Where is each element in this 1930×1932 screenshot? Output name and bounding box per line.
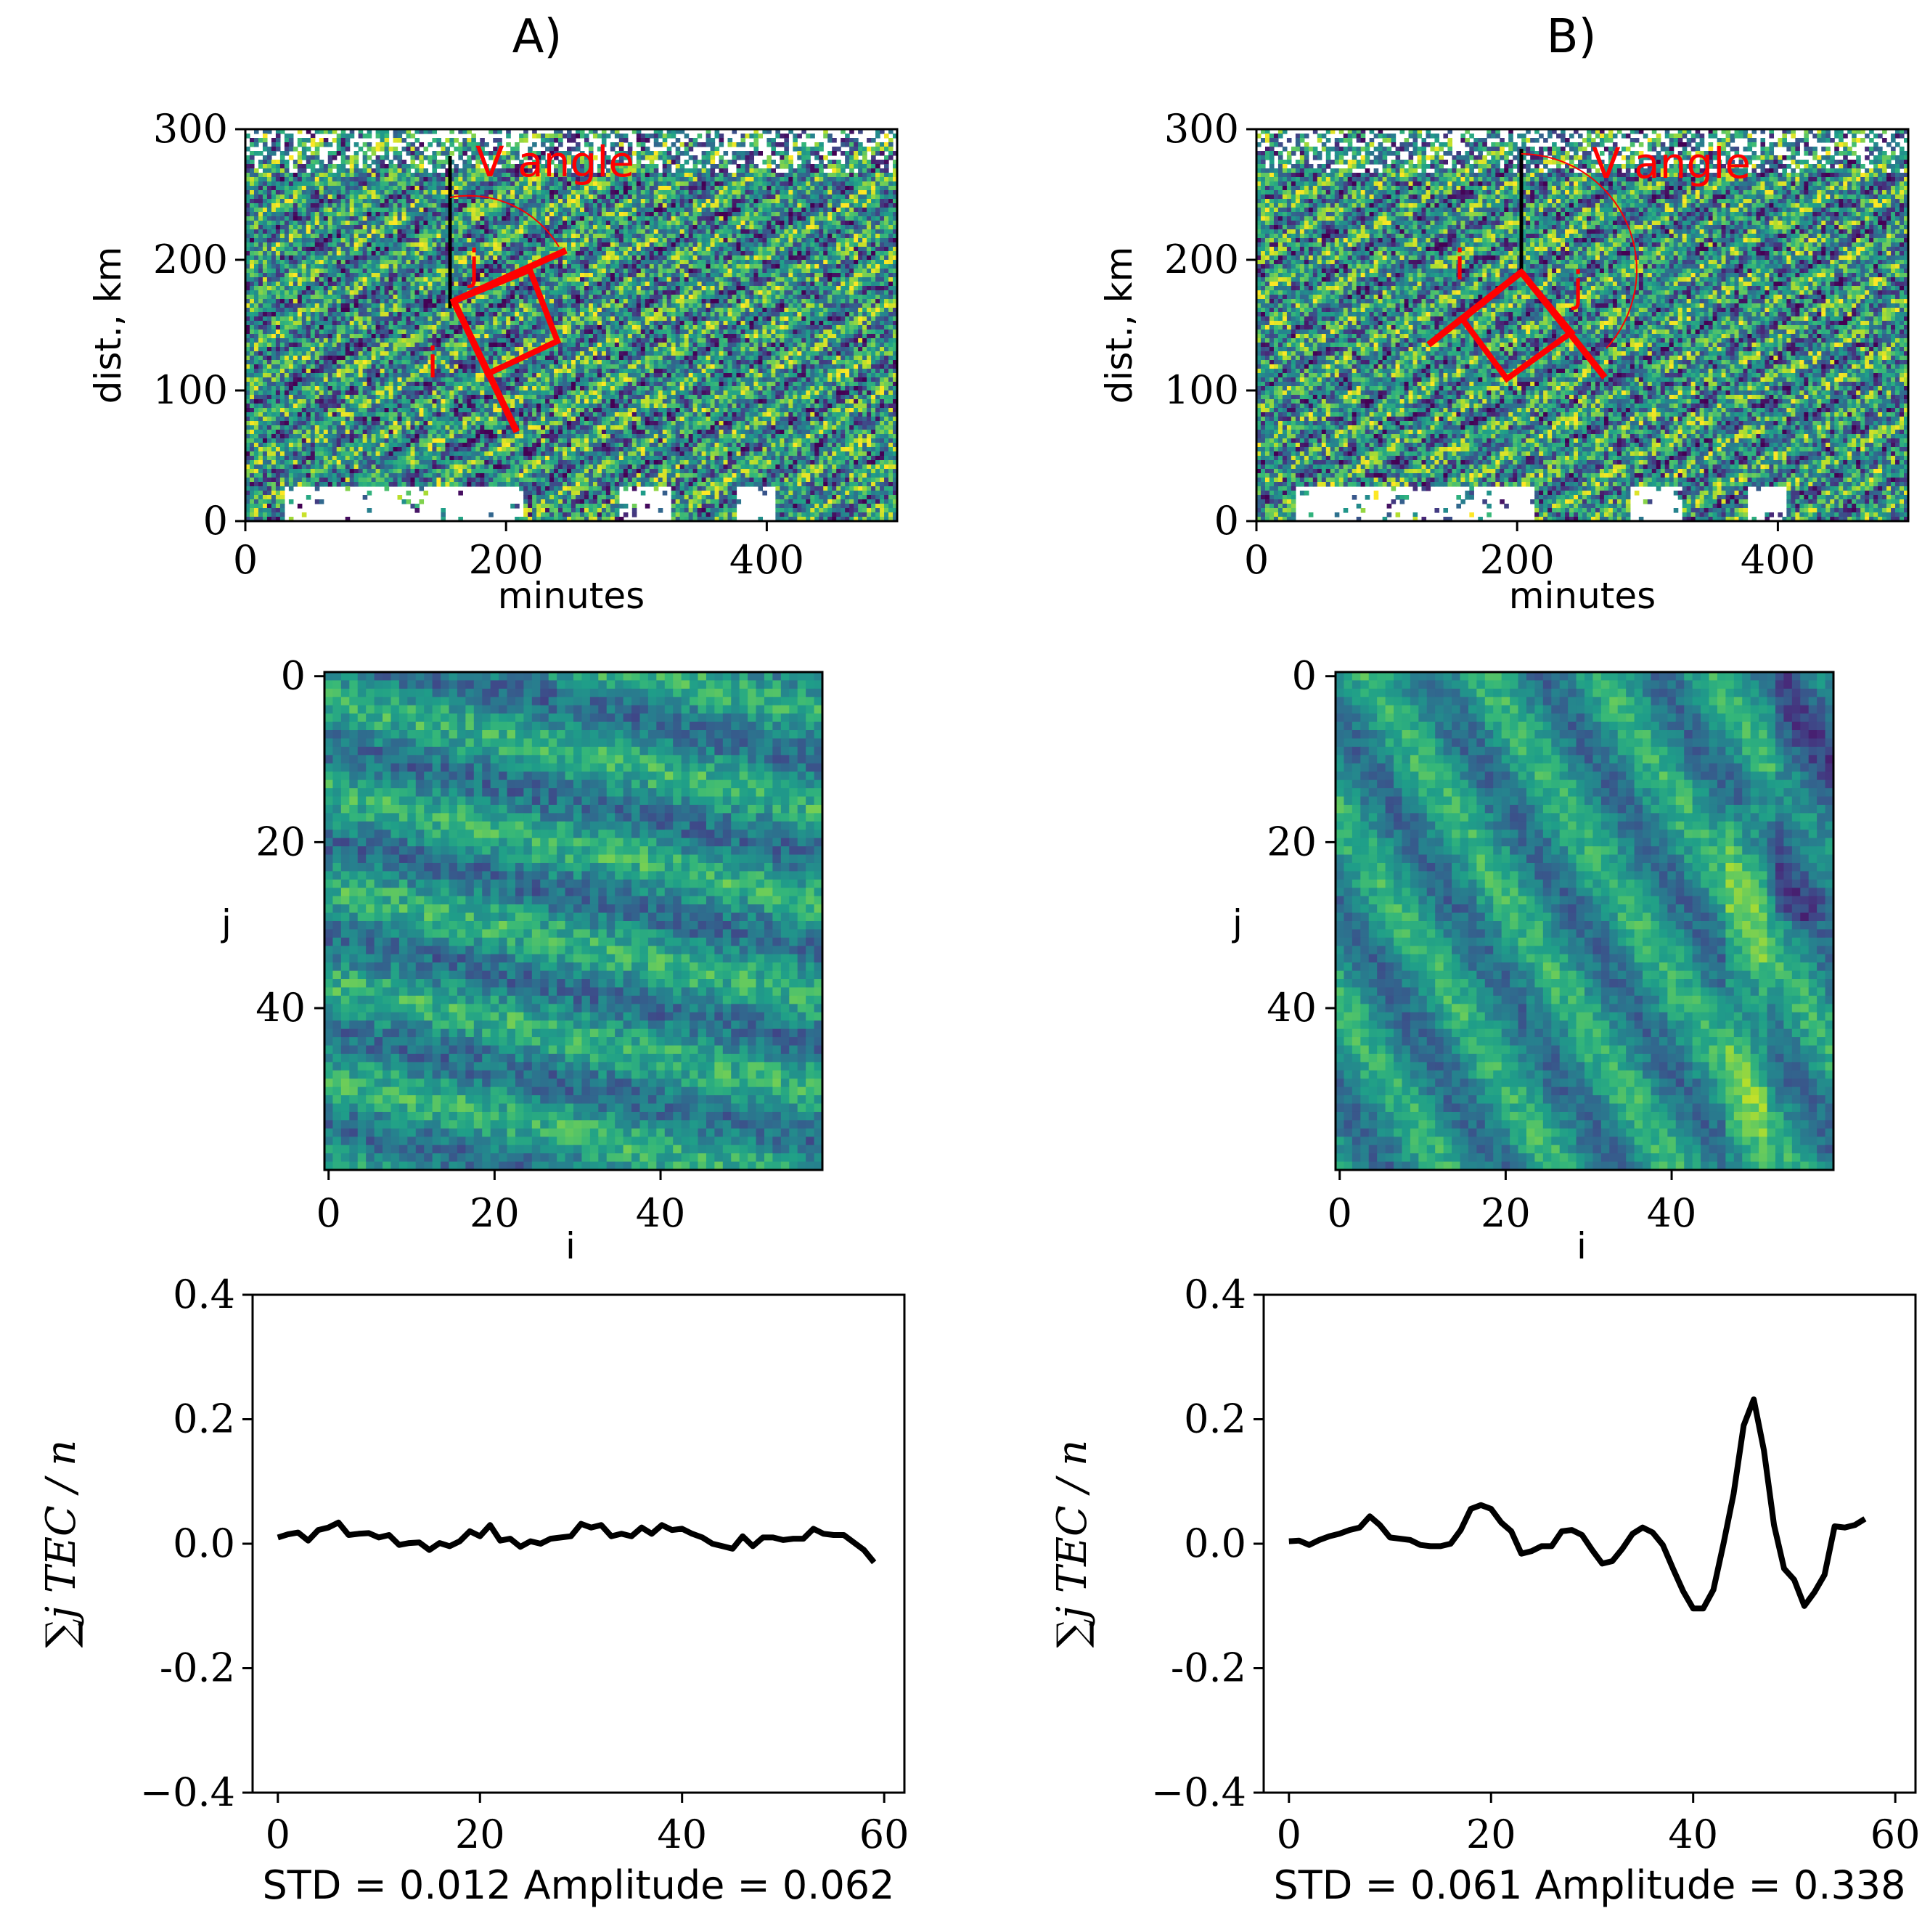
v-angle-label: V angle (1592, 139, 1751, 188)
window-xtick: 20 (470, 1190, 520, 1236)
panel-title-b: B) (1547, 10, 1597, 64)
window-plot: 0 20 40 0 20 40 i j (1232, 653, 1834, 1267)
profile-ylabel-text: ∑j TEC / n (38, 1440, 85, 1648)
figure: A) B) 0 200 4000100200300minutesdist., kmV… (0, 0, 1930, 1932)
window-xtick: 40 (1647, 1190, 1697, 1236)
profile-plot: 0 20 40 60 0.4 0.2 0.0 -0.2 −0.4 ∑j TEC / n STD = … (1049, 1272, 1921, 1908)
profile-ylabel-text: ∑j TEC / n (1049, 1440, 1096, 1648)
profile-ytick: −0.4 (140, 1769, 235, 1815)
heatmap-xtick: 0 (233, 537, 258, 583)
profile-xtick: 0 (266, 1812, 290, 1857)
window-ytick: 40 (1267, 985, 1317, 1031)
heatmap-image (245, 129, 898, 522)
profile-xtick: 20 (1466, 1812, 1516, 1857)
profile-ytick: 0.4 (1184, 1272, 1246, 1317)
window-plot: 0 20 40 0 20 40 i j (221, 653, 823, 1267)
profile-xtick: 40 (1668, 1812, 1718, 1857)
profile-ytick: 0.4 (173, 1272, 235, 1317)
axis-i-label: i (427, 338, 438, 388)
axis-j-label: j (467, 240, 480, 290)
profile-ytick: -0.2 (1171, 1645, 1246, 1691)
profile-line (1289, 1399, 1865, 1608)
window-ylabel: j (221, 902, 232, 944)
heatmap-ytick: 100 (153, 367, 228, 413)
axis-i-label: i (1454, 240, 1465, 290)
profile-frame (253, 1295, 904, 1793)
profile-ytick: −0.4 (1151, 1769, 1246, 1815)
window-image (324, 672, 823, 1171)
profile-ylabel: ∑j TEC / n (38, 1440, 85, 1648)
profile-ytick: 0.2 (1184, 1396, 1246, 1442)
heatmap-ylabel: dist., km (87, 247, 129, 404)
heatmap-ytick: 200 (1164, 237, 1239, 282)
profile-ytick: -0.2 (160, 1645, 235, 1691)
window-ytick: 0 (281, 653, 306, 699)
panel-title-a: A) (512, 10, 563, 64)
axis-j-label: j (1571, 262, 1584, 311)
heatmap-ytick: 0 (1214, 498, 1239, 544)
window-xtick: 0 (1328, 1190, 1352, 1236)
heatmap-xtick: 400 (729, 537, 804, 583)
profile-line (278, 1523, 874, 1563)
window-xlabel: i (565, 1225, 576, 1267)
window-xtick: 20 (1481, 1190, 1531, 1236)
window-xlabel: i (1577, 1225, 1587, 1267)
window-ytick: 0 (1292, 653, 1317, 699)
profile-stat-label: STD = 0.061 Amplitude = 0.338 (1273, 1862, 1905, 1908)
profile-xtick: 20 (455, 1812, 505, 1857)
heatmap-ylabel: dist., km (1098, 247, 1140, 404)
heatmap-image (1256, 129, 1909, 522)
profile-xtick: 0 (1277, 1812, 1301, 1857)
profile-ytick: 0.0 (1184, 1520, 1246, 1566)
profile-xtick: 60 (1870, 1812, 1921, 1857)
profile-xtick: 40 (657, 1812, 707, 1857)
profile-ytick: 0.2 (173, 1396, 235, 1442)
window-xtick: 0 (316, 1190, 341, 1236)
window-ytick: 20 (1267, 819, 1317, 864)
profile-ytick: 0.0 (173, 1520, 235, 1566)
window-image (1336, 672, 1834, 1171)
heatmap-xtick: 0 (1244, 537, 1269, 583)
heatmap-ytick: 0 (203, 498, 228, 544)
heatmap-ytick: 200 (153, 237, 228, 282)
window-xtick: 40 (636, 1190, 686, 1236)
window-ytick: 20 (255, 819, 306, 864)
profile-plot: 0 20 40 60 0.4 0.2 0.0 -0.2 −0.4 ∑j TEC / n STD = … (38, 1272, 909, 1908)
window-ytick: 40 (255, 985, 306, 1031)
heatmap-xlabel: minutes (1509, 575, 1656, 617)
profile-ylabel: ∑j TEC / n (1049, 1440, 1096, 1648)
profile-xtick: 60 (859, 1812, 909, 1857)
profile-stat-label: STD = 0.012 Amplitude = 0.062 (262, 1862, 894, 1908)
heatmap-ytick: 100 (1164, 367, 1239, 413)
v-angle-label: V angle (475, 137, 634, 187)
window-ylabel: j (1232, 902, 1243, 944)
heatmap-ytick: 300 (153, 106, 228, 152)
heatmap-xtick: 400 (1741, 537, 1815, 583)
heatmap-xlabel: minutes (498, 575, 645, 617)
heatmap-ytick: 300 (1164, 106, 1239, 152)
